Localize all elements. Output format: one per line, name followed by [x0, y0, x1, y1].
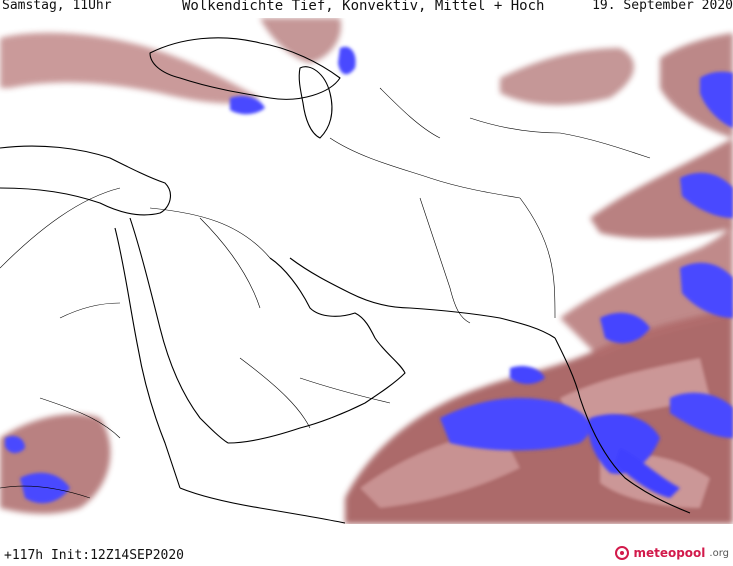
cloud-layer-high — [5, 46, 733, 504]
logo-text: meteopool — [633, 546, 706, 560]
cloud-cover-map — [0, 18, 733, 524]
coastlines — [0, 37, 691, 524]
model-run-info: +117h Init:12Z14SEP2020 — [4, 548, 185, 563]
map-footer: +117h Init:12Z14SEP2020 meteopool .org — [0, 524, 733, 566]
forecast-day-label: Samstag, 11Uhr — [2, 0, 112, 13]
country-borders — [0, 87, 651, 499]
meteopool-logo: meteopool .org — [615, 546, 729, 560]
map-header: Samstag, 11Uhr Wolkendichte Tief, Konvek… — [0, 0, 733, 18]
logo-mark-icon — [615, 546, 630, 560]
forecast-date-label: 19. September 2020 — [592, 0, 733, 13]
logo-suffix: .org — [709, 547, 729, 559]
map-title: Wolkendichte Tief, Konvektiv, Mittel + H… — [182, 0, 545, 14]
